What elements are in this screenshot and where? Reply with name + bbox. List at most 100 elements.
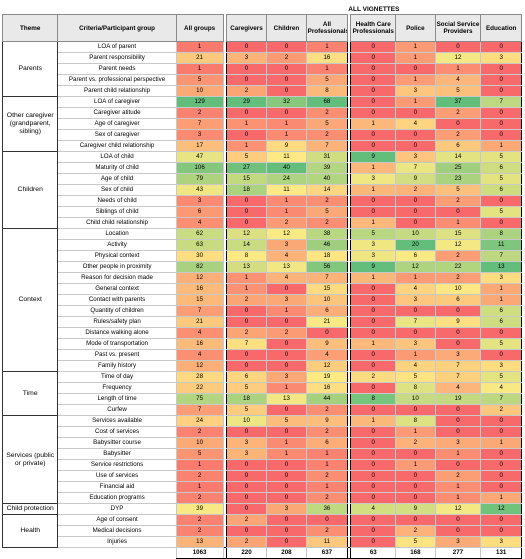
table-row: Medical decisions 2 0 0 2 0 2 0 0 bbox=[3, 525, 522, 537]
value-cell: 12 bbox=[395, 261, 436, 273]
value-cell: 2 bbox=[175, 470, 224, 482]
value-cell: 2 bbox=[305, 470, 349, 482]
value-cell: 7 bbox=[395, 316, 436, 328]
total-cell: 277 bbox=[434, 547, 482, 559]
value-cell: 19 bbox=[305, 371, 349, 383]
value-cell: 0 bbox=[434, 327, 482, 339]
criteria-cell: Activity bbox=[57, 239, 177, 251]
criteria-cell: Injuries bbox=[57, 536, 177, 548]
value-cell: 2 bbox=[175, 514, 224, 526]
value-cell: 6 bbox=[480, 316, 522, 328]
value-cell: 3 bbox=[434, 349, 482, 361]
value-cell: 1 bbox=[225, 140, 268, 152]
value-cell: 21 bbox=[175, 316, 224, 328]
value-cell: 0 bbox=[480, 195, 522, 207]
value-cell: 0 bbox=[266, 536, 307, 548]
value-cell: 1 bbox=[225, 272, 268, 284]
value-cell: 13 bbox=[266, 393, 307, 405]
value-cell: 1 bbox=[480, 283, 522, 295]
value-cell: 0 bbox=[225, 492, 268, 504]
value-cell: 56 bbox=[305, 261, 349, 273]
value-cell: 0 bbox=[395, 481, 436, 493]
value-cell: 0 bbox=[266, 481, 307, 493]
value-cell: 1 bbox=[434, 63, 482, 75]
value-cell: 2 bbox=[434, 129, 482, 141]
value-cell: 2 bbox=[480, 404, 522, 416]
value-cell: 0 bbox=[480, 426, 522, 438]
value-cell: 5 bbox=[480, 371, 522, 383]
value-cell: 7 bbox=[434, 371, 482, 383]
value-cell: 0 bbox=[350, 327, 397, 339]
value-cell: 22 bbox=[175, 382, 224, 394]
value-cell: 63 bbox=[175, 239, 224, 251]
criteria-cell: Cost of services bbox=[57, 426, 177, 438]
criteria-cell: Babysitter bbox=[57, 448, 177, 460]
value-cell: 2 bbox=[434, 250, 482, 262]
value-cell: 0 bbox=[225, 74, 268, 86]
criteria-cell: Child child relationship bbox=[57, 217, 177, 229]
value-cell: 3 bbox=[225, 437, 268, 449]
col-header-all-groups: All groups bbox=[175, 14, 224, 42]
value-cell: 12 bbox=[225, 228, 268, 240]
value-cell: 2 bbox=[266, 52, 307, 64]
value-cell: 2 bbox=[225, 294, 268, 306]
value-cell: 0 bbox=[350, 514, 397, 526]
value-cell: 0 bbox=[350, 360, 397, 372]
criteria-cell: Length of time bbox=[57, 393, 177, 405]
criteria-cell: Sex of caregiver bbox=[57, 129, 177, 141]
table-row: Education programs 2 0 0 2 0 0 1 1 bbox=[3, 492, 522, 504]
value-cell: 6 bbox=[225, 371, 268, 383]
value-cell: 0 bbox=[434, 338, 482, 350]
value-cell: 30 bbox=[175, 250, 224, 262]
value-cell: 12 bbox=[434, 503, 482, 515]
value-cell: 0 bbox=[266, 338, 307, 350]
value-cell: 0 bbox=[305, 327, 349, 339]
table-row: Activity 63 14 3 46 3 20 12 11 bbox=[3, 239, 522, 251]
value-cell: 1 bbox=[434, 448, 482, 460]
value-cell: 75 bbox=[175, 393, 224, 405]
criteria-cell: Frequency bbox=[57, 382, 177, 394]
value-cell: 2 bbox=[225, 327, 268, 339]
value-cell: 0 bbox=[266, 514, 307, 526]
value-cell: 9 bbox=[434, 316, 482, 328]
value-cell: 0 bbox=[480, 74, 522, 86]
criteria-cell: Services available bbox=[57, 415, 177, 427]
table-row: Siblings of child 6 0 1 5 0 0 0 5 bbox=[3, 206, 522, 218]
criteria-cell: Family history bbox=[57, 360, 177, 372]
value-cell: 0 bbox=[480, 470, 522, 482]
value-cell: 10 bbox=[395, 393, 436, 405]
value-cell: 0 bbox=[434, 41, 482, 53]
value-cell: 0 bbox=[480, 63, 522, 75]
value-cell: 4 bbox=[175, 349, 224, 361]
value-cell: 3 bbox=[266, 503, 307, 515]
value-cell: 1 bbox=[350, 184, 397, 196]
value-cell: 2 bbox=[305, 129, 349, 141]
value-cell: 0 bbox=[266, 85, 307, 97]
value-cell: 0 bbox=[266, 349, 307, 361]
value-cell: 36 bbox=[305, 503, 349, 515]
table-row: Parent vs. professional perspective 5 0 0 5 0… bbox=[3, 74, 522, 86]
value-cell: 4 bbox=[434, 382, 482, 394]
value-cell: 9 bbox=[305, 338, 349, 350]
value-cell: 2 bbox=[305, 426, 349, 438]
col-header-social-service: Social Service Providers bbox=[434, 14, 482, 42]
table-row: Other caregiver (grandparent, sibling) LO… bbox=[1, 96, 522, 152]
value-cell: 11 bbox=[266, 184, 307, 196]
criteria-cell: Location bbox=[57, 228, 177, 240]
table-row: Age of child 79 15 24 40 3 9 23 5 bbox=[3, 173, 522, 185]
table-row: Quantity of children 7 0 1 6 0 0 0 6 bbox=[3, 305, 522, 317]
table-row: Context Location 62 12 12 38 5 10 15 8 bbox=[1, 228, 522, 372]
value-cell: 7 bbox=[175, 305, 224, 317]
value-cell: 18 bbox=[305, 250, 349, 262]
value-cell: 11 bbox=[305, 536, 349, 548]
value-cell: 0 bbox=[480, 118, 522, 130]
table-row: Babysitter 5 3 1 1 0 0 1 0 bbox=[3, 448, 522, 460]
value-cell: 0 bbox=[350, 437, 397, 449]
value-cell: 1 bbox=[350, 118, 397, 130]
value-cell: 16 bbox=[175, 338, 224, 350]
value-cell: 0 bbox=[350, 481, 397, 493]
value-cell: 4 bbox=[395, 283, 436, 295]
criteria-cell: Medical decisions bbox=[57, 525, 177, 537]
value-cell: 2 bbox=[266, 217, 307, 229]
value-cell: 18 bbox=[225, 184, 268, 196]
